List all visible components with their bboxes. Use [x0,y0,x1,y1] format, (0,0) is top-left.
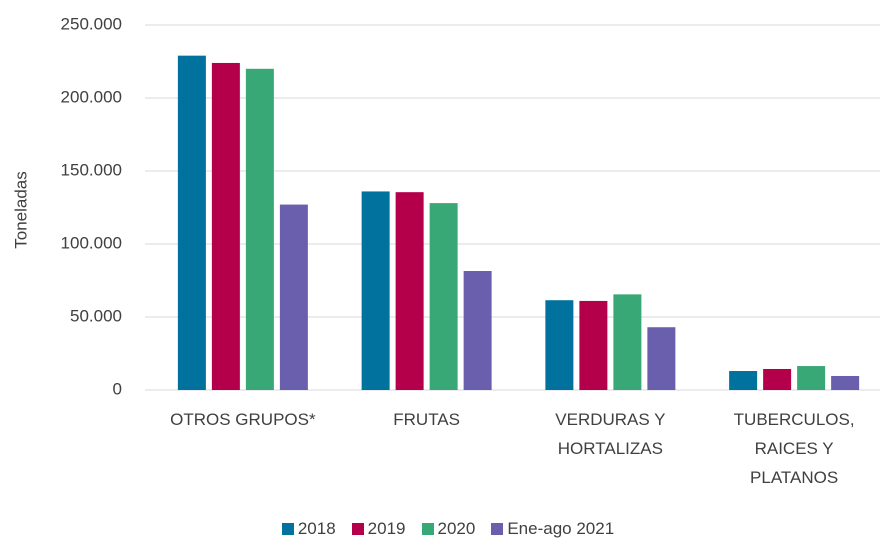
bar [647,327,676,390]
bar [729,371,758,390]
y-tick-label: 100.000 [61,233,122,252]
bar [613,294,642,390]
y-tick-label: 250.000 [61,14,122,33]
legend-item: Ene-ago 2021 [491,519,614,539]
bar [463,271,492,390]
legend-item: 2020 [421,519,476,539]
legend-label: 2018 [297,519,336,538]
bar [545,300,574,390]
legend-label: Ene-ago 2021 [507,519,615,538]
x-tick-label: FRUTAS [393,410,460,429]
bar [763,368,792,390]
bar [831,375,860,390]
bar [177,55,206,390]
legend-swatch [281,523,294,535]
legend-label: 2019 [367,519,406,538]
y-axis-label: Toneladas [11,171,30,249]
legend: 2018 2019 2020 Ene-ago 2021 [0,519,896,539]
bar [279,204,308,390]
legend-item: 2018 [281,519,336,539]
y-tick-label: 50.000 [70,306,122,325]
bar [797,366,826,390]
legend-swatch [421,523,434,535]
y-tick-label: 150.000 [61,160,122,179]
bar [361,191,390,390]
bar [245,68,274,391]
y-tick-label: 0 [113,379,122,398]
bar [579,300,608,390]
legend-item: 2019 [351,519,406,539]
legend-label: 2020 [437,519,476,538]
legend-swatch [351,523,364,535]
bar [395,192,424,390]
bar [429,203,458,390]
x-tick-label: VERDURAS Y HORTALIZAS [555,410,666,458]
bar [211,62,240,391]
x-tick-label: OTROS GRUPOS* [170,410,316,429]
x-tick-label: TUBERCULOS, RAICES Y PLATANOS [733,410,855,487]
legend-swatch [491,523,504,535]
y-tick-label: 200.000 [61,87,122,106]
